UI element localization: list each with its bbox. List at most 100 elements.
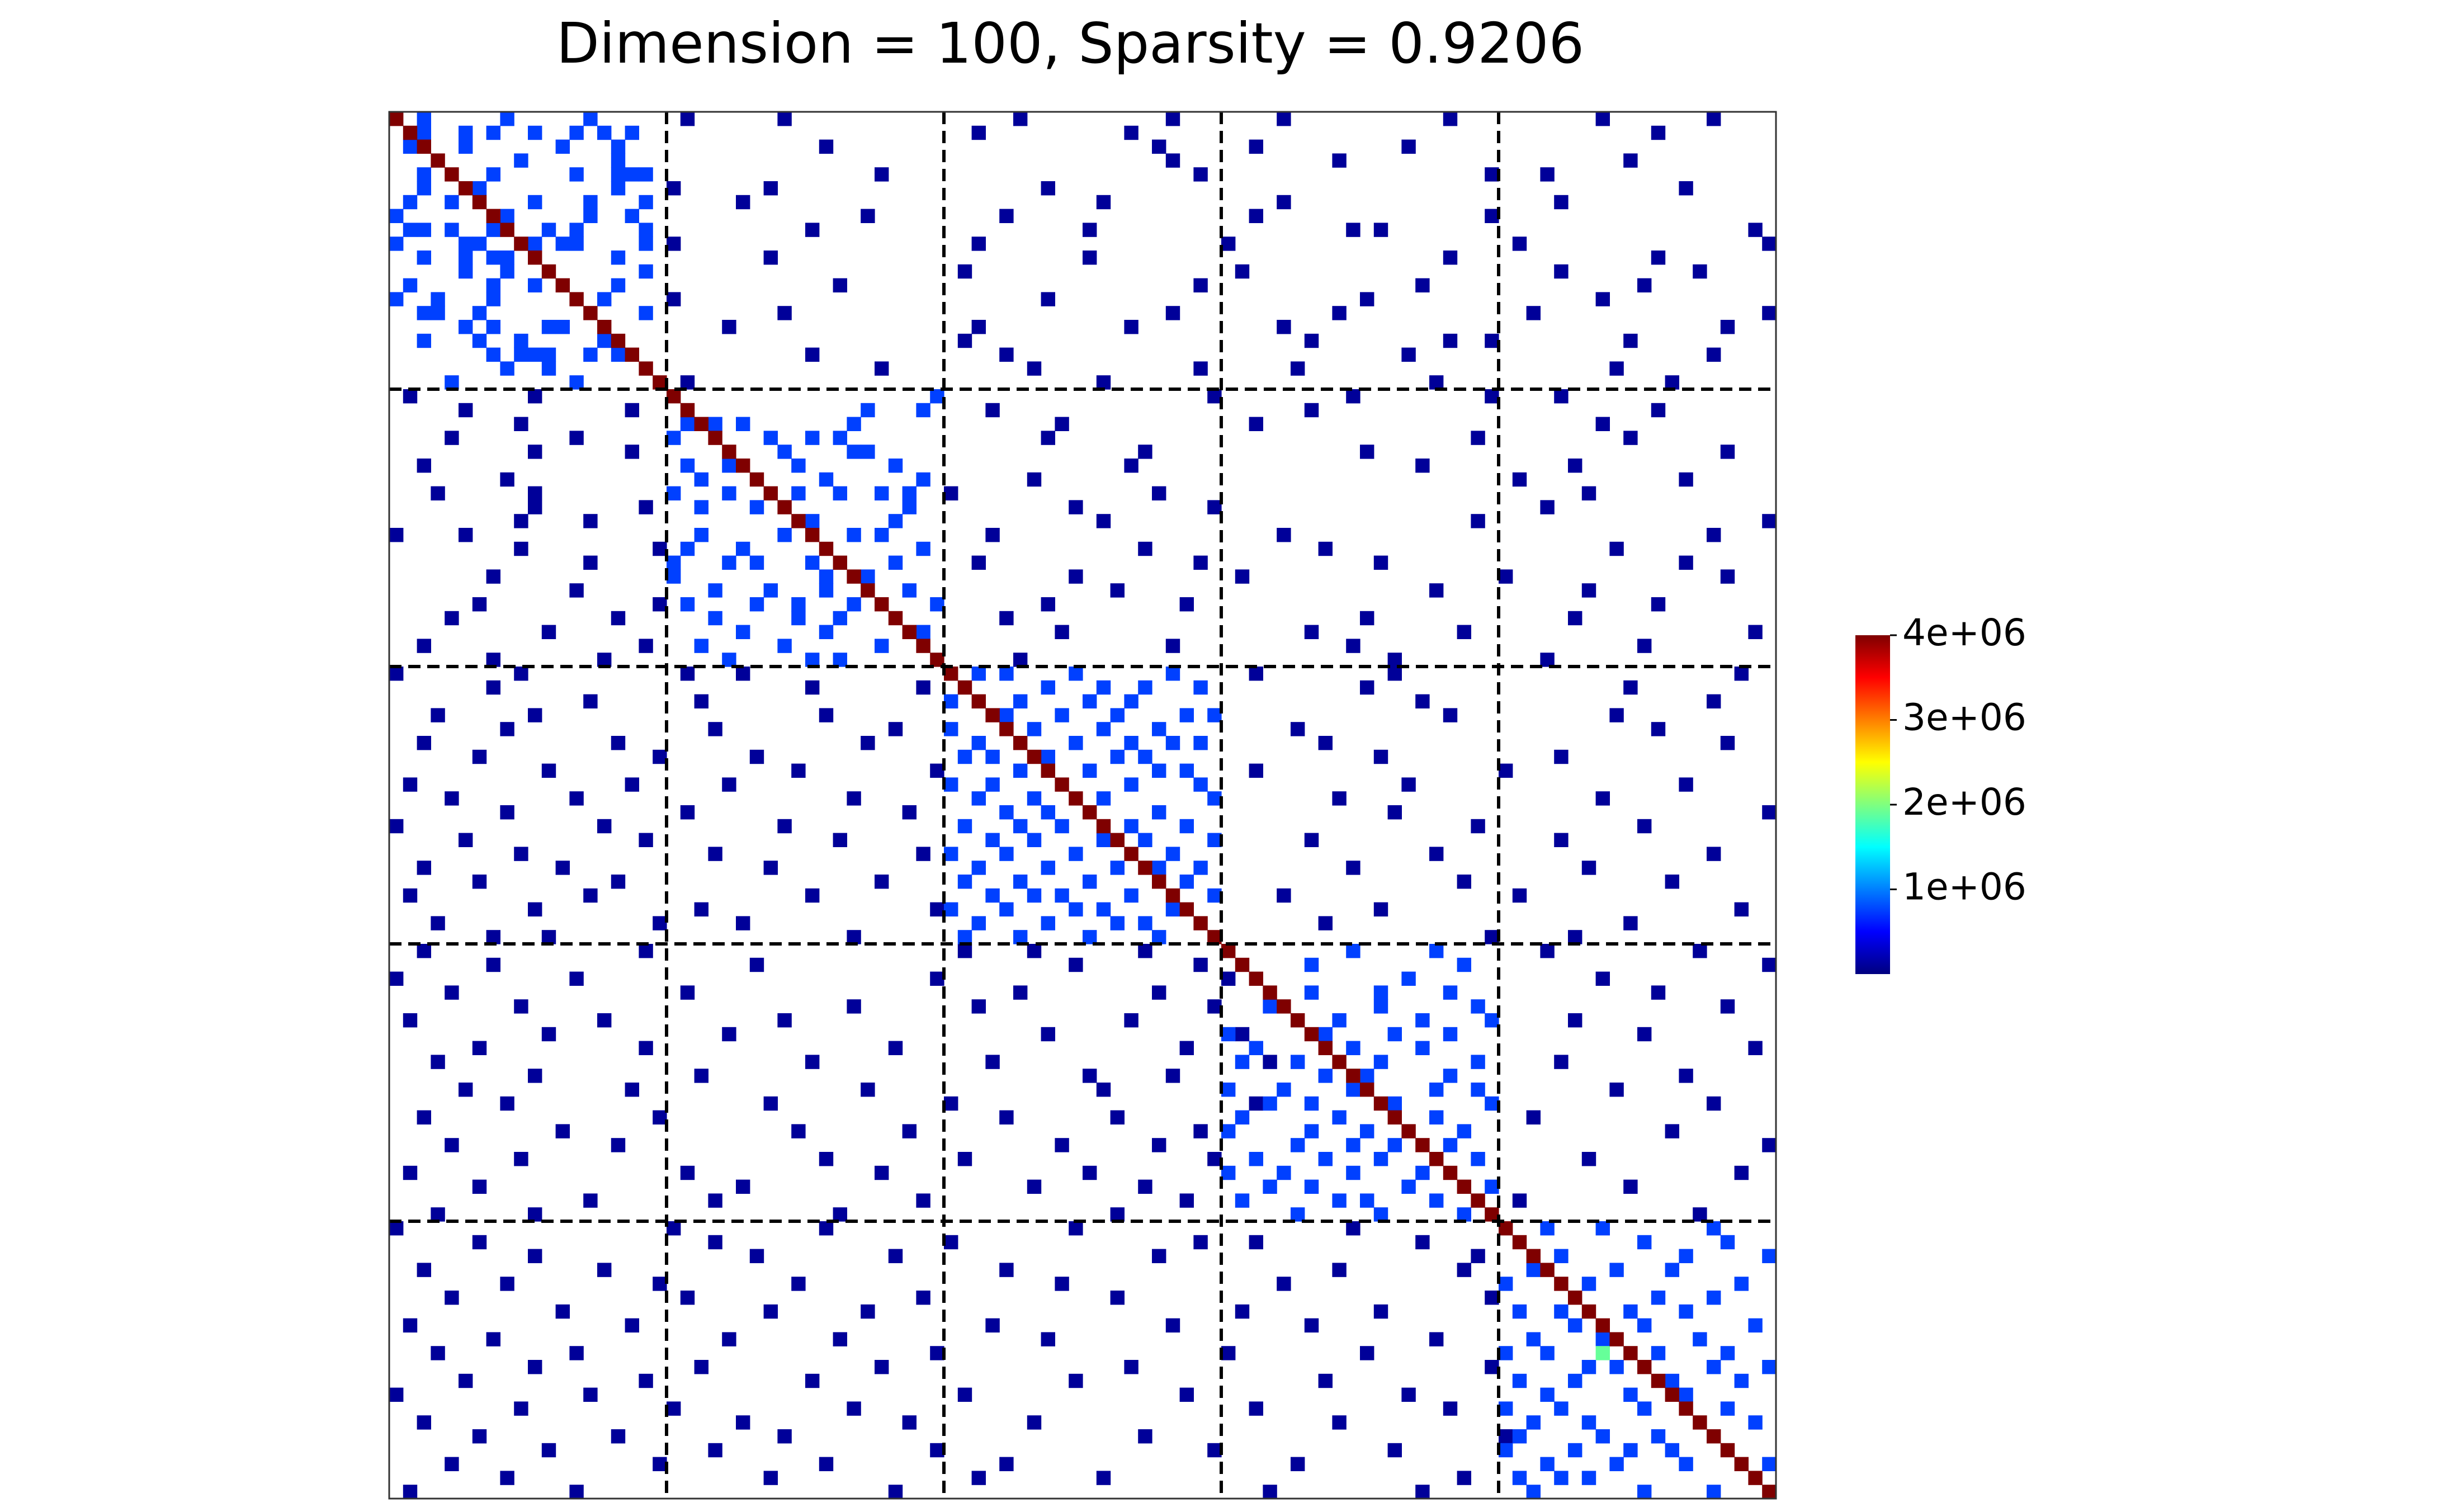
matrix-cell-diagonal [749, 472, 764, 487]
matrix-cell-between-block [514, 667, 528, 681]
matrix-cell-between-block [1277, 195, 1291, 210]
matrix-cell-within-block [403, 139, 418, 154]
matrix-cell-between-block [1304, 1318, 1319, 1333]
matrix-cell-diagonal [1055, 777, 1069, 792]
matrix-cell-within-block [583, 209, 598, 223]
matrix-cell-between-block [1457, 1471, 1471, 1485]
matrix-cell-diagonal [431, 153, 445, 168]
matrix-cell-between-block [528, 708, 542, 722]
matrix-cell-between-block [1734, 667, 1749, 681]
matrix-cell-between-block [916, 1193, 930, 1208]
matrix-cell-within-block [971, 667, 986, 681]
matrix-cell-within-block [1069, 736, 1083, 750]
matrix-cell-within-block [1526, 1415, 1541, 1430]
matrix-cell-within-block [1013, 819, 1028, 834]
matrix-cell-diagonal [971, 694, 986, 708]
matrix-cell-between-block [1387, 653, 1402, 667]
matrix-cell-between-block [1679, 181, 1693, 196]
matrix-cell-between-block [1055, 625, 1069, 639]
matrix-cell-within-block [1401, 971, 1416, 986]
matrix-cell-between-block [833, 278, 847, 292]
matrix-cell-diagonal [1623, 1346, 1638, 1360]
matrix-cell-within-block [1083, 930, 1097, 944]
matrix-cell-within-block [1679, 1457, 1693, 1471]
matrix-cell-within-block [1041, 680, 1055, 695]
matrix-cell-within-block [1429, 1110, 1444, 1124]
matrix-cell-within-block [957, 749, 972, 764]
matrix-cell-diagonal [1693, 1415, 1707, 1430]
matrix-cell-between-block [791, 763, 806, 778]
matrix-cell-between-block [1415, 459, 1430, 473]
matrix-cell-diagonal [597, 320, 612, 334]
matrix-cell-diagonal [1707, 1429, 1721, 1444]
matrix-cell-between-block [833, 1332, 847, 1346]
matrix-cell-diagonal [1581, 1304, 1596, 1319]
matrix-cell-within-block [486, 278, 500, 292]
matrix-cell-between-block [625, 777, 639, 792]
matrix-cell-between-block [1651, 403, 1666, 418]
matrix-cell-between-block [1568, 1013, 1582, 1028]
matrix-cell-within-block [875, 486, 889, 500]
matrix-cell-within-block [1124, 819, 1139, 834]
matrix-cell-between-block [1720, 569, 1735, 584]
matrix-cell-outlier [1595, 1346, 1610, 1360]
matrix-cell-within-block [1263, 1179, 1277, 1194]
matrix-cell-within-block [1138, 833, 1152, 847]
matrix-cell-between-block [1346, 861, 1361, 875]
matrix-cell-diagonal [1124, 847, 1139, 861]
matrix-cell-within-block [625, 167, 639, 182]
matrix-cell-within-block [667, 555, 681, 570]
plot-frame [388, 111, 1777, 1500]
matrix-cell-between-block [403, 1318, 418, 1333]
matrix-cell-between-block [1165, 1318, 1180, 1333]
matrix-cell-between-block [1179, 1041, 1194, 1055]
matrix-cell-between-block [611, 1138, 626, 1152]
matrix-cell-within-block [431, 306, 445, 320]
matrix-cell-within-block [1193, 736, 1208, 750]
matrix-cell-between-block [1110, 583, 1125, 598]
matrix-cell-within-block [819, 569, 834, 584]
matrix-cell-between-block [639, 944, 653, 958]
matrix-cell-between-block [1069, 500, 1083, 514]
matrix-cell-within-block [1124, 694, 1139, 708]
matrix-cell-within-block [486, 125, 500, 140]
matrix-cell-between-block [1762, 514, 1777, 528]
matrix-cell-within-block [1304, 957, 1319, 972]
matrix-cell-between-block [888, 1485, 903, 1499]
matrix-cell-between-block [1083, 1069, 1097, 1083]
matrix-cell-between-block [1083, 223, 1097, 237]
matrix-cell-within-block [403, 195, 418, 210]
matrix-cell-within-block [500, 264, 514, 279]
matrix-cell-within-block [791, 459, 806, 473]
matrix-cell-within-block [1512, 1471, 1527, 1485]
matrix-cell-within-block [902, 486, 917, 500]
matrix-cell-between-block [583, 694, 598, 708]
matrix-cell-between-block [1679, 777, 1693, 792]
matrix-cell-diagonal [944, 667, 958, 681]
matrix-cell-within-block [639, 237, 653, 251]
matrix-cell-within-block [1720, 1235, 1735, 1250]
matrix-cell-between-block [667, 1221, 681, 1236]
matrix-cell-within-block [1304, 1179, 1319, 1194]
matrix-cell-between-block [1179, 597, 1194, 612]
matrix-cell-between-block [1499, 763, 1513, 778]
matrix-cell-within-block [1471, 1083, 1485, 1097]
matrix-cell-between-block [611, 875, 626, 889]
matrix-cell-within-block [389, 237, 404, 251]
matrix-cell-between-block [1083, 251, 1097, 265]
matrix-cell-diagonal [1291, 1013, 1305, 1028]
matrix-cell-between-block [1609, 1083, 1624, 1097]
matrix-cell-between-block [985, 528, 1000, 542]
matrix-cell-within-block [1762, 1360, 1777, 1374]
matrix-cell-within-block [514, 347, 528, 362]
matrix-cell-diagonal [625, 347, 639, 362]
matrix-cell-between-block [777, 819, 792, 834]
matrix-cell-between-block [1277, 112, 1291, 126]
matrix-cell-diagonal [472, 195, 487, 210]
matrix-cell-within-block [403, 278, 418, 292]
colorbar-ticks: 1e+06 2e+06 3e+06 4e+06 [1890, 611, 2026, 909]
matrix-cell-within-block [1748, 1318, 1763, 1333]
matrix-cell-between-block [1748, 223, 1763, 237]
matrix-cell-between-block [1249, 209, 1263, 223]
